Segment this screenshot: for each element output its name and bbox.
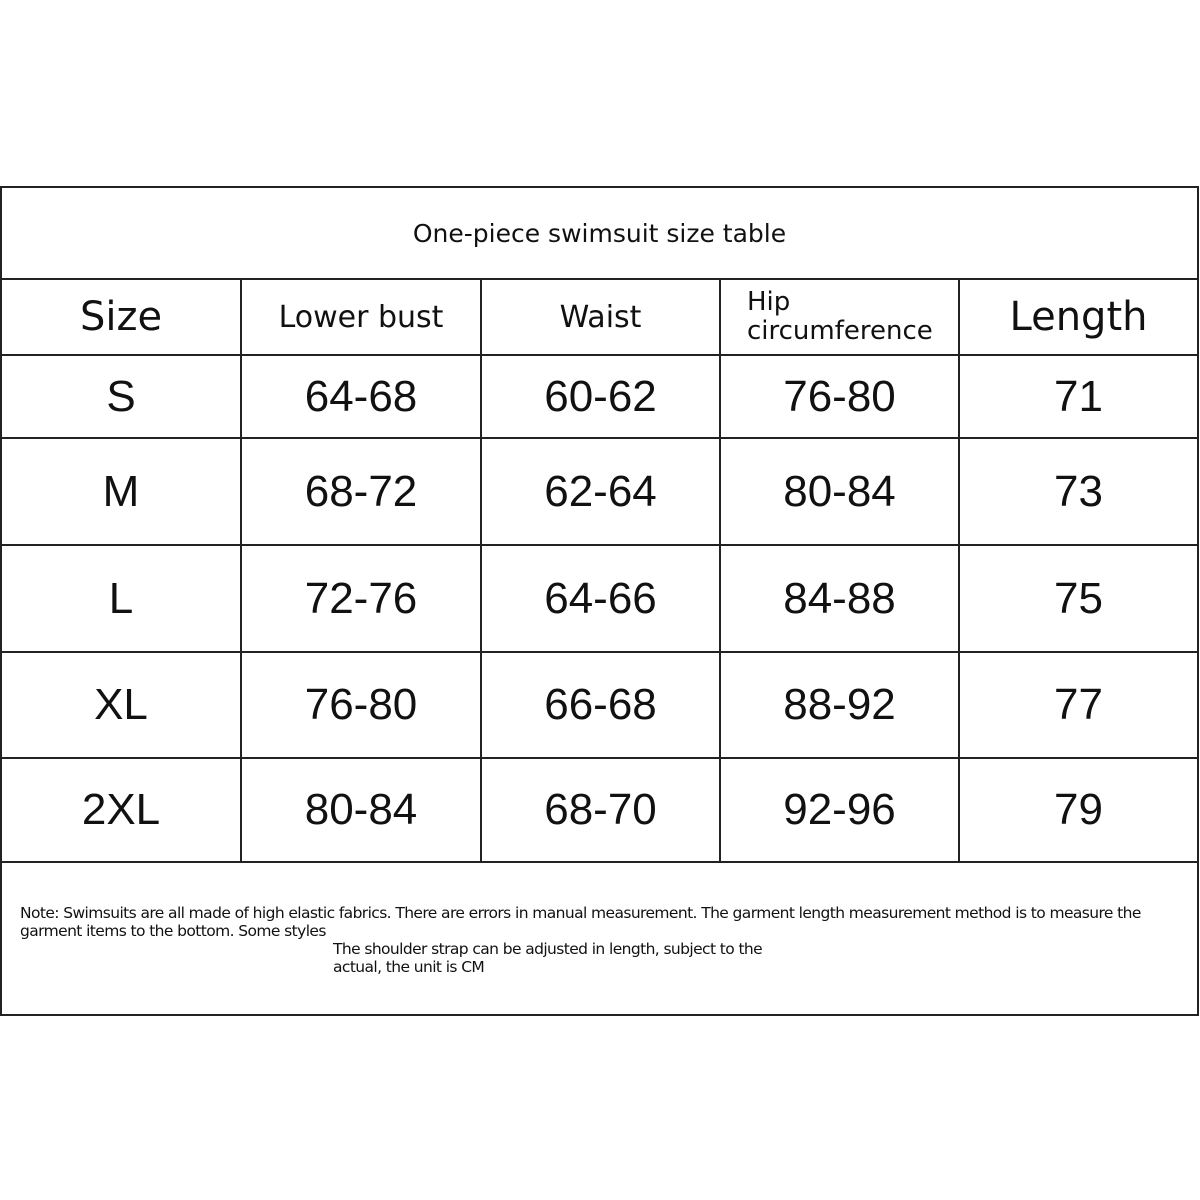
- note-line-1: Note: Swimsuits are all made of high ela…: [20, 904, 1141, 940]
- size-table-frame: One-piece swimsuit size table Size Lower…: [0, 186, 1199, 1016]
- table-title: One-piece swimsuit size table: [2, 188, 1197, 280]
- table-cell: 71: [958, 355, 1197, 439]
- table-cell: 68-72: [240, 437, 482, 546]
- table-cell: 84-88: [719, 544, 960, 653]
- header-lower-bust: Lower bust: [240, 280, 482, 356]
- table-row: M 68-72 62-64 80-84 73: [2, 437, 1197, 546]
- header-size: Size: [2, 280, 242, 356]
- header-waist: Waist: [480, 280, 721, 356]
- table-cell: 76-80: [719, 355, 960, 439]
- table-cell: 66-68: [480, 651, 721, 759]
- table-cell: S: [2, 355, 242, 439]
- header-row: Size Lower bust Waist Hip circumference …: [2, 280, 1197, 356]
- table-cell: M: [2, 437, 242, 546]
- table-cell: 60-62: [480, 355, 721, 439]
- table-row: L 72-76 64-66 84-88 75: [2, 544, 1197, 653]
- table-cell: 80-84: [240, 757, 482, 863]
- table-cell: XL: [2, 651, 242, 759]
- note-line-2: The shoulder strap can be adjusted in le…: [333, 940, 763, 958]
- table-cell: 92-96: [719, 757, 960, 863]
- table-cell: 2XL: [2, 757, 242, 863]
- table-cell: 72-76: [240, 544, 482, 653]
- table-cell: L: [2, 544, 242, 653]
- table-cell: 64-68: [240, 355, 482, 439]
- table-cell: 64-66: [480, 544, 721, 653]
- table-cell: 80-84: [719, 437, 960, 546]
- note-text: Note: Swimsuits are all made of high ela…: [20, 904, 1190, 976]
- table-cell: 75: [958, 544, 1197, 653]
- size-table: Size Lower bust Waist Hip circumference …: [2, 280, 1197, 863]
- table-row: S 64-68 60-62 76-80 71: [2, 355, 1197, 439]
- table-cell: 76-80: [240, 651, 482, 759]
- table-cell: 88-92: [719, 651, 960, 759]
- table-cell: 77: [958, 651, 1197, 759]
- table-cell: 68-70: [480, 757, 721, 863]
- header-hip: Hip circumference: [719, 280, 960, 356]
- table-cell: 62-64: [480, 437, 721, 546]
- header-length: Length: [958, 280, 1197, 356]
- table-row: 2XL 80-84 68-70 92-96 79: [2, 757, 1197, 863]
- table-cell: 73: [958, 437, 1197, 546]
- note-line-3: actual, the unit is CM: [333, 958, 485, 976]
- table-row: XL 76-80 66-68 88-92 77: [2, 651, 1197, 759]
- table-cell: 79: [958, 757, 1197, 863]
